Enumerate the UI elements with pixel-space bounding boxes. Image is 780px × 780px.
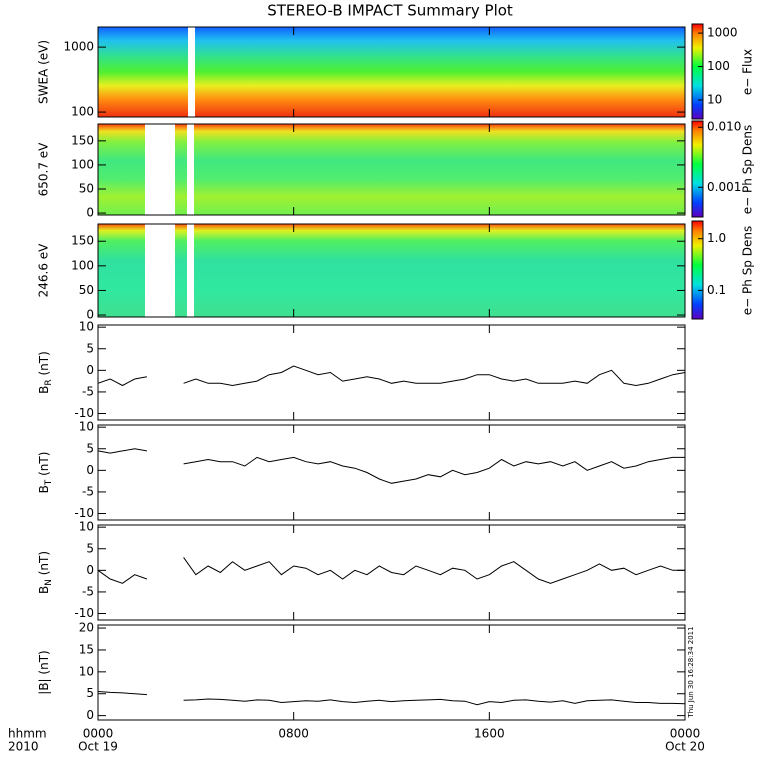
y-tick-label: 10 (79, 520, 94, 534)
colorbar-label: e− Ph Sp Dens (741, 226, 755, 315)
y-tick-label: -5 (82, 584, 94, 598)
time-unit: hhmm (8, 727, 47, 741)
colorbar (691, 220, 704, 320)
y-label-main: B (37, 586, 51, 594)
y-label-unit: (nT) (37, 452, 51, 480)
spectrogram (98, 224, 685, 317)
spectrogram (98, 27, 685, 117)
y-tick-label: 0 (86, 463, 94, 477)
y-tick-label: 10 (79, 320, 94, 334)
colorbar-label: e− Flux (741, 49, 755, 95)
colorbar-label: e− Ph Sp Dens (741, 125, 755, 214)
data-gap (145, 124, 175, 215)
y-tick-label: 100 (71, 258, 94, 272)
timestamp: Thu Jun 30 16:28:34 2011 (687, 626, 695, 718)
panel-frame (97, 524, 686, 621)
y-tick-label: 0 (86, 708, 94, 722)
panel-frame (97, 123, 686, 216)
y-axis-label: |B| (nT) (37, 650, 51, 694)
y-tick-label: 20 (79, 621, 94, 635)
year: 2010 (8, 740, 39, 754)
y-tick-label: -5 (82, 384, 94, 398)
colorbar-tick-label: 0.001 (707, 180, 741, 194)
y-axis-label: BN (nT) (37, 551, 54, 594)
y-tick-label: -5 (82, 484, 94, 498)
y-tick-label: 0 (86, 363, 94, 377)
y-tick-label: 50 (79, 182, 94, 196)
title: STEREO-B IMPACT Summary Plot (267, 2, 513, 20)
date-label: Oct 19 (78, 740, 118, 754)
y-tick-label: 150 (71, 234, 94, 248)
colorbar (691, 23, 704, 120)
y-label-main: B (37, 485, 51, 493)
series-line (97, 365, 686, 387)
y-tick-label: -10 (74, 406, 94, 420)
y-axis-label: 246.6 eV (37, 243, 51, 298)
y-tick-label: 0 (86, 308, 94, 322)
colorbar-tick-label: 100 (707, 59, 730, 73)
y-axis-label: SWEA (eV) (37, 40, 51, 104)
y-tick-label: 5 (86, 686, 94, 700)
y-tick-label: -10 (74, 506, 94, 520)
date-label: Oct 20 (665, 740, 705, 754)
data-gap (188, 27, 195, 117)
y-tick-label: 50 (79, 283, 94, 297)
y-tick-label: 5 (86, 541, 94, 555)
y-label-main: |B| (nT) (37, 650, 51, 694)
data-gap (187, 124, 194, 215)
panel-frame (97, 223, 686, 318)
y-label-unit: (nT) (37, 551, 51, 579)
series-line (97, 691, 686, 706)
y-tick-label: 10 (79, 664, 94, 678)
colorbar-tick-label: 0.1 (707, 283, 726, 297)
panel-frame (97, 624, 686, 721)
y-label-sub: T (44, 479, 54, 486)
y-axis-label: BT (nT) (37, 452, 54, 494)
y-label-sub: N (44, 579, 54, 586)
x-tick-label: 0000 (83, 727, 114, 741)
x-tick-label: 0000 (670, 727, 701, 741)
y-tick-label: 1000 (63, 40, 94, 54)
colorbar-tick-label: 1000 (707, 26, 738, 40)
spectrogram (98, 124, 685, 215)
y-tick-label: 5 (86, 441, 94, 455)
data-gap (145, 224, 175, 317)
y-tick-label: -10 (74, 606, 94, 620)
x-tick-label: 0800 (278, 727, 309, 741)
y-tick-label: 15 (79, 642, 94, 656)
y-tick-label: 0 (86, 563, 94, 577)
panel-frame (97, 424, 686, 521)
y-tick-label: 5 (86, 341, 94, 355)
y-axis-label: 650.7 eV (37, 142, 51, 197)
y-tick-label: 100 (71, 105, 94, 119)
y-label-main: B (37, 386, 51, 394)
y-label-sub: R (44, 379, 54, 385)
series-line (97, 448, 685, 484)
y-tick-label: 0 (86, 206, 94, 220)
y-tick-label: 150 (71, 133, 94, 147)
colorbar-tick-label: 1.0 (707, 231, 726, 245)
colorbar-tick-label: 0.010 (707, 120, 741, 134)
data-gap (187, 224, 194, 317)
panel-frame (97, 324, 686, 421)
colorbar (691, 120, 704, 218)
x-tick-label: 1600 (474, 727, 505, 741)
series-line (97, 557, 685, 584)
panel-frame (97, 26, 686, 118)
y-tick-label: 10 (79, 420, 94, 434)
y-axis-label: BR (nT) (37, 351, 54, 394)
y-label-unit: (nT) (37, 351, 51, 379)
y-tick-label: 100 (71, 157, 94, 171)
colorbar-tick-label: 10 (707, 92, 722, 106)
